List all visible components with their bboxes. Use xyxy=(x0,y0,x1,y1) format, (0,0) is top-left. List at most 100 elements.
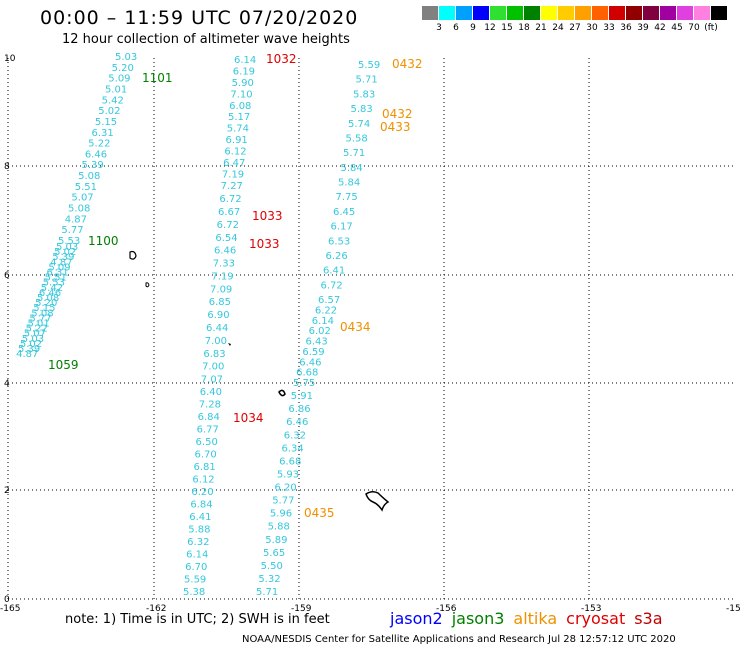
scale-label: 24 xyxy=(552,23,564,33)
wave-height-label: 6.47 xyxy=(223,158,245,169)
scale-swatch xyxy=(473,6,489,20)
wave-height-label-dense: 5.22 xyxy=(26,324,48,335)
scale-label: 36 xyxy=(620,23,632,33)
wave-height-label: 5.77 xyxy=(61,225,83,236)
scale-swatch xyxy=(643,6,659,20)
wave-height-label: 6.40 xyxy=(200,387,222,398)
legend-jason2: jason2 xyxy=(390,609,443,628)
wave-height-label-dense: 5.42 xyxy=(41,283,63,294)
wave-height-label-dense: 5.03 xyxy=(56,242,78,253)
wave-height-label: 6.59 xyxy=(302,347,324,358)
wave-height-label: 5.08 xyxy=(68,204,90,215)
wave-height-label: 6.43 xyxy=(306,337,328,348)
wave-height-label: 6.84 xyxy=(198,412,220,423)
wave-height-label: 5.65 xyxy=(263,548,285,559)
island-molokai xyxy=(228,343,231,346)
wave-height-label: 4.87 xyxy=(65,214,87,225)
wave-height-label: 6.90 xyxy=(207,310,229,321)
wave-height-label: 6.41 xyxy=(323,266,345,277)
lon-tick-label: -165 xyxy=(0,604,20,614)
wave-height-label: 6.72 xyxy=(219,194,241,205)
wave-height-label: 6.91 xyxy=(226,135,248,146)
wave-height-label: 6.31 xyxy=(92,128,114,139)
wave-height-label: 6.44 xyxy=(206,323,228,334)
lat-tick-label: 10 xyxy=(4,54,16,64)
wave-height-label: 6.72 xyxy=(217,220,239,231)
wave-height-label: 6.84 xyxy=(190,500,212,511)
scale-label: 39 xyxy=(637,23,649,33)
wave-height-label: 5.17 xyxy=(228,112,250,123)
satellite-legend: jason2 jason3 altika cryosat s3a xyxy=(390,609,672,628)
island-hawaii xyxy=(365,490,390,512)
wave-height-label: 6.14 xyxy=(186,550,208,561)
wave-height-label: 6.67 xyxy=(218,207,240,218)
wave-height-label: 6.32 xyxy=(284,430,306,441)
wave-height-label-dense: 5.39 xyxy=(18,344,40,355)
map-subtitle: 12 hour collection of altimeter wave hei… xyxy=(62,32,350,47)
wave-height-label: 6.12 xyxy=(224,147,246,158)
wave-height-label: 5.83 xyxy=(353,89,375,100)
wave-height-label: 5.32 xyxy=(258,574,280,585)
scale-swatch xyxy=(439,6,455,20)
lon-tick-label: -162 xyxy=(146,604,166,614)
wave-height-label: 5.03 xyxy=(115,52,137,63)
lon-tick-label: -150 xyxy=(726,604,740,614)
scale-swatch xyxy=(660,6,676,20)
scale-label: 33 xyxy=(603,23,615,33)
wave-height-label-dense: 5.53 xyxy=(43,278,65,289)
wave-height-label: 6.41 xyxy=(189,512,211,523)
scale-label: 3 xyxy=(436,23,442,33)
wave-height-label: 5.50 xyxy=(261,561,283,572)
lon-tick-label: -156 xyxy=(436,604,457,614)
wave-height-label: 6.81 xyxy=(193,462,215,473)
wave-height-label: 5.59 xyxy=(358,60,380,71)
scale-label: 18 xyxy=(518,23,530,33)
note-text: note: 1) Time is in UTC; 2) SWH is in fe… xyxy=(65,612,330,627)
wave-height-label: 5.74 xyxy=(227,124,249,135)
islands xyxy=(129,250,390,512)
wave-height-label: 5.88 xyxy=(268,522,290,533)
wave-height-label: 6.54 xyxy=(215,233,237,244)
wave-height-label: 6.26 xyxy=(326,251,348,262)
scale-swatch xyxy=(626,6,642,20)
wave-height-label: 6.86 xyxy=(288,404,310,415)
legend-altika: altika xyxy=(513,609,558,628)
pass-time-label: 0434 xyxy=(340,320,371,334)
pass-time-label: 1101 xyxy=(142,71,173,85)
lat-lon-grid xyxy=(7,58,734,600)
wave-height-label-dense: 5.08 xyxy=(31,308,53,319)
scale-label: 12 xyxy=(484,23,496,33)
map-title: 00:00 – 11:59 UTC 07/20/2020 xyxy=(40,7,359,29)
lon-tick-label: -153 xyxy=(581,604,601,614)
wave-height-label: 5.58 xyxy=(346,133,368,144)
wave-height-label: 6.46 xyxy=(286,417,308,428)
wave-height-label-dense: 5.01 xyxy=(28,319,50,330)
wave-height-label: 5.84 xyxy=(338,178,360,189)
wave-height-label: 6.46 xyxy=(214,246,236,257)
wave-height-label: 5.77 xyxy=(272,496,294,507)
wave-height-label-dense: 6.46 xyxy=(39,288,61,299)
island-kauai xyxy=(129,250,137,260)
pass-time-label: 0432 xyxy=(382,107,413,121)
wave-height-label-dense: 5.51 xyxy=(45,273,67,284)
wave-height-label: 5.02 xyxy=(98,106,120,117)
wave-height-label: 6.34 xyxy=(281,443,303,454)
pass-time-label: 1033 xyxy=(249,237,280,251)
wave-height-label: 5.51 xyxy=(75,182,97,193)
scale-label: 30 xyxy=(586,23,598,33)
wave-height-label: 5.42 xyxy=(102,95,124,106)
lat-tick-label: 6 xyxy=(4,271,10,281)
wave-height-label: 6.83 xyxy=(203,349,225,360)
scale-label: 15 xyxy=(501,23,513,33)
scale-label: 45 xyxy=(671,23,683,33)
wave-height-label: 5.96 xyxy=(270,509,292,520)
scale-swatch xyxy=(490,6,506,20)
legend-jason3: jason3 xyxy=(451,609,505,628)
axis-tick-labels: -165 -162 -159 -156 -153 -150 0 2 4 6 8 10 xyxy=(0,54,740,614)
island-niihau xyxy=(145,282,150,288)
scale-swatch xyxy=(711,6,727,20)
wave-height-label: 7.75 xyxy=(336,192,358,203)
lon-tick-label: -159 xyxy=(291,604,312,614)
credit-line: NOAA/NESDIS Center for Satellite Applica… xyxy=(242,634,676,645)
